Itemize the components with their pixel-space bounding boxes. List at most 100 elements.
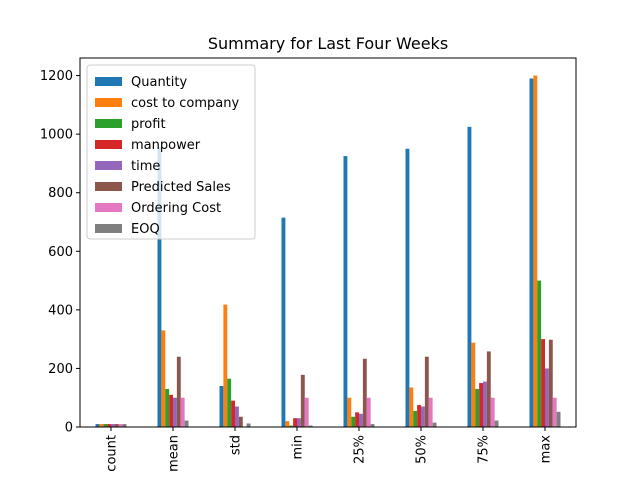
bar-predicted-sales-75pct [486,351,491,427]
bar-time-50pct [421,406,425,427]
bar-ordering-cost-50pct [428,397,433,427]
bar-eoq-25pct [370,424,375,427]
bar-profit-75pct [475,388,480,427]
legend-swatch [95,203,122,212]
bar-eoq-min [308,425,313,427]
x-tick-label: max [539,435,554,464]
bar-cost-to-company-75pct [471,342,476,427]
bar-manpower-75pct [479,383,484,427]
bar-cost-to-company-min [285,421,290,427]
legend-swatch [95,98,122,107]
bar-cost-to-company-std [223,304,228,427]
y-tick-label: 400 [48,303,73,318]
legend-box [86,64,256,240]
legend-swatch [95,77,122,86]
bar-manpower-min [293,418,298,427]
legend-label: cost to company [131,96,240,111]
bar-time-count [111,424,115,427]
bar-ordering-cost-75pct [490,397,495,427]
x-tick-label: 25% [353,435,368,464]
bar-ordering-cost-count [118,424,123,427]
legend-label: Quantity [131,75,187,90]
y-tick-label: 1000 [40,128,73,143]
bar-profit-50pct [413,410,418,427]
bar-quantity-50pct [405,148,410,428]
bar-cost-to-company-25pct [347,397,352,427]
legend-swatch [95,161,122,170]
bar-quantity-25pct [343,156,348,428]
bar-cost-to-company-mean [161,330,166,427]
bar-predicted-sales-std [238,416,243,427]
bar-ordering-cost-min [304,397,309,427]
bar-eoq-75pct [494,420,499,427]
legend-swatch [95,119,122,128]
bar-profit-count [103,424,108,427]
bar-eoq-50pct [432,422,437,427]
bar-manpower-std [231,400,236,427]
x-tick-label: 75% [477,435,492,464]
bar-cost-to-company-50pct [409,387,414,427]
legend-label: time [131,159,160,174]
chart-title: Summary for Last Four Weeks [208,34,448,53]
x-tick-label: mean [167,435,182,472]
legend-label: Predicted Sales [131,180,231,195]
bar-predicted-sales-50pct [424,356,429,427]
bar-predicted-sales-count [114,424,119,427]
bar-ordering-cost-25pct [366,397,371,427]
x-tick-label: 50% [415,435,430,464]
bar-time-max [545,368,549,427]
bar-time-75pct [483,381,487,427]
bar-time-25pct [359,413,363,427]
x-tick-label: std [229,435,244,455]
plot-frame [79,57,577,428]
x-tick-label: count [105,435,120,472]
y-tick-label: 200 [48,362,73,377]
bar-predicted-sales-max [548,339,553,427]
bar-quantity-std [219,386,224,427]
bar-manpower-count [107,424,112,427]
bar-predicted-sales-25pct [362,358,367,427]
bar-predicted-sales-min [300,374,305,427]
legend-swatch [95,224,122,233]
legend-label: manpower [131,138,201,153]
y-tick-label: 1200 [40,69,73,84]
axes-group: 0 200 400 600 800 1000 1200 count mean std min 25% 5… [40,57,577,472]
y-tick-label: 0 [65,421,73,436]
bar-quantity-min [281,217,286,427]
bar-manpower-mean [169,394,174,427]
bar-eoq-max [556,411,561,427]
bar-cost-to-company-max [533,75,538,427]
bar-time-std [235,406,239,427]
bar-quantity-mean [157,147,162,427]
bars-group [95,75,561,428]
legend-swatch [95,140,122,149]
legend-label: profit [131,117,166,132]
bar-eoq-count [122,424,127,427]
bar-profit-std [227,378,232,427]
bar-eoq-mean [184,420,189,427]
bar-quantity-count [95,424,100,427]
bar-ordering-cost-max [552,397,557,427]
y-tick-label: 600 [48,245,73,260]
x-tick-label: min [291,435,306,460]
bar-time-min [297,418,301,427]
bar-profit-mean [165,388,170,427]
bar-eoq-std [246,423,251,427]
legend-label: Ordering Cost [131,201,221,216]
bar-profit-max [537,280,542,427]
legend: Quantity cost to company profit manpower tim… [86,64,256,240]
legend-label: EOQ [131,222,160,237]
y-tick-label: 800 [48,186,73,201]
bar-time-mean [173,397,177,427]
bar-profit-min [289,425,294,427]
legend-swatch [95,182,122,191]
bar-manpower-50pct [417,405,422,427]
bar-ordering-cost-mean [180,397,185,427]
bar-quantity-max [529,78,534,427]
bar-manpower-25pct [355,412,360,427]
bar-predicted-sales-mean [176,356,181,427]
bar-quantity-75pct [467,126,472,427]
bar-cost-to-company-count [99,424,104,427]
bar-profit-25pct [351,416,356,427]
